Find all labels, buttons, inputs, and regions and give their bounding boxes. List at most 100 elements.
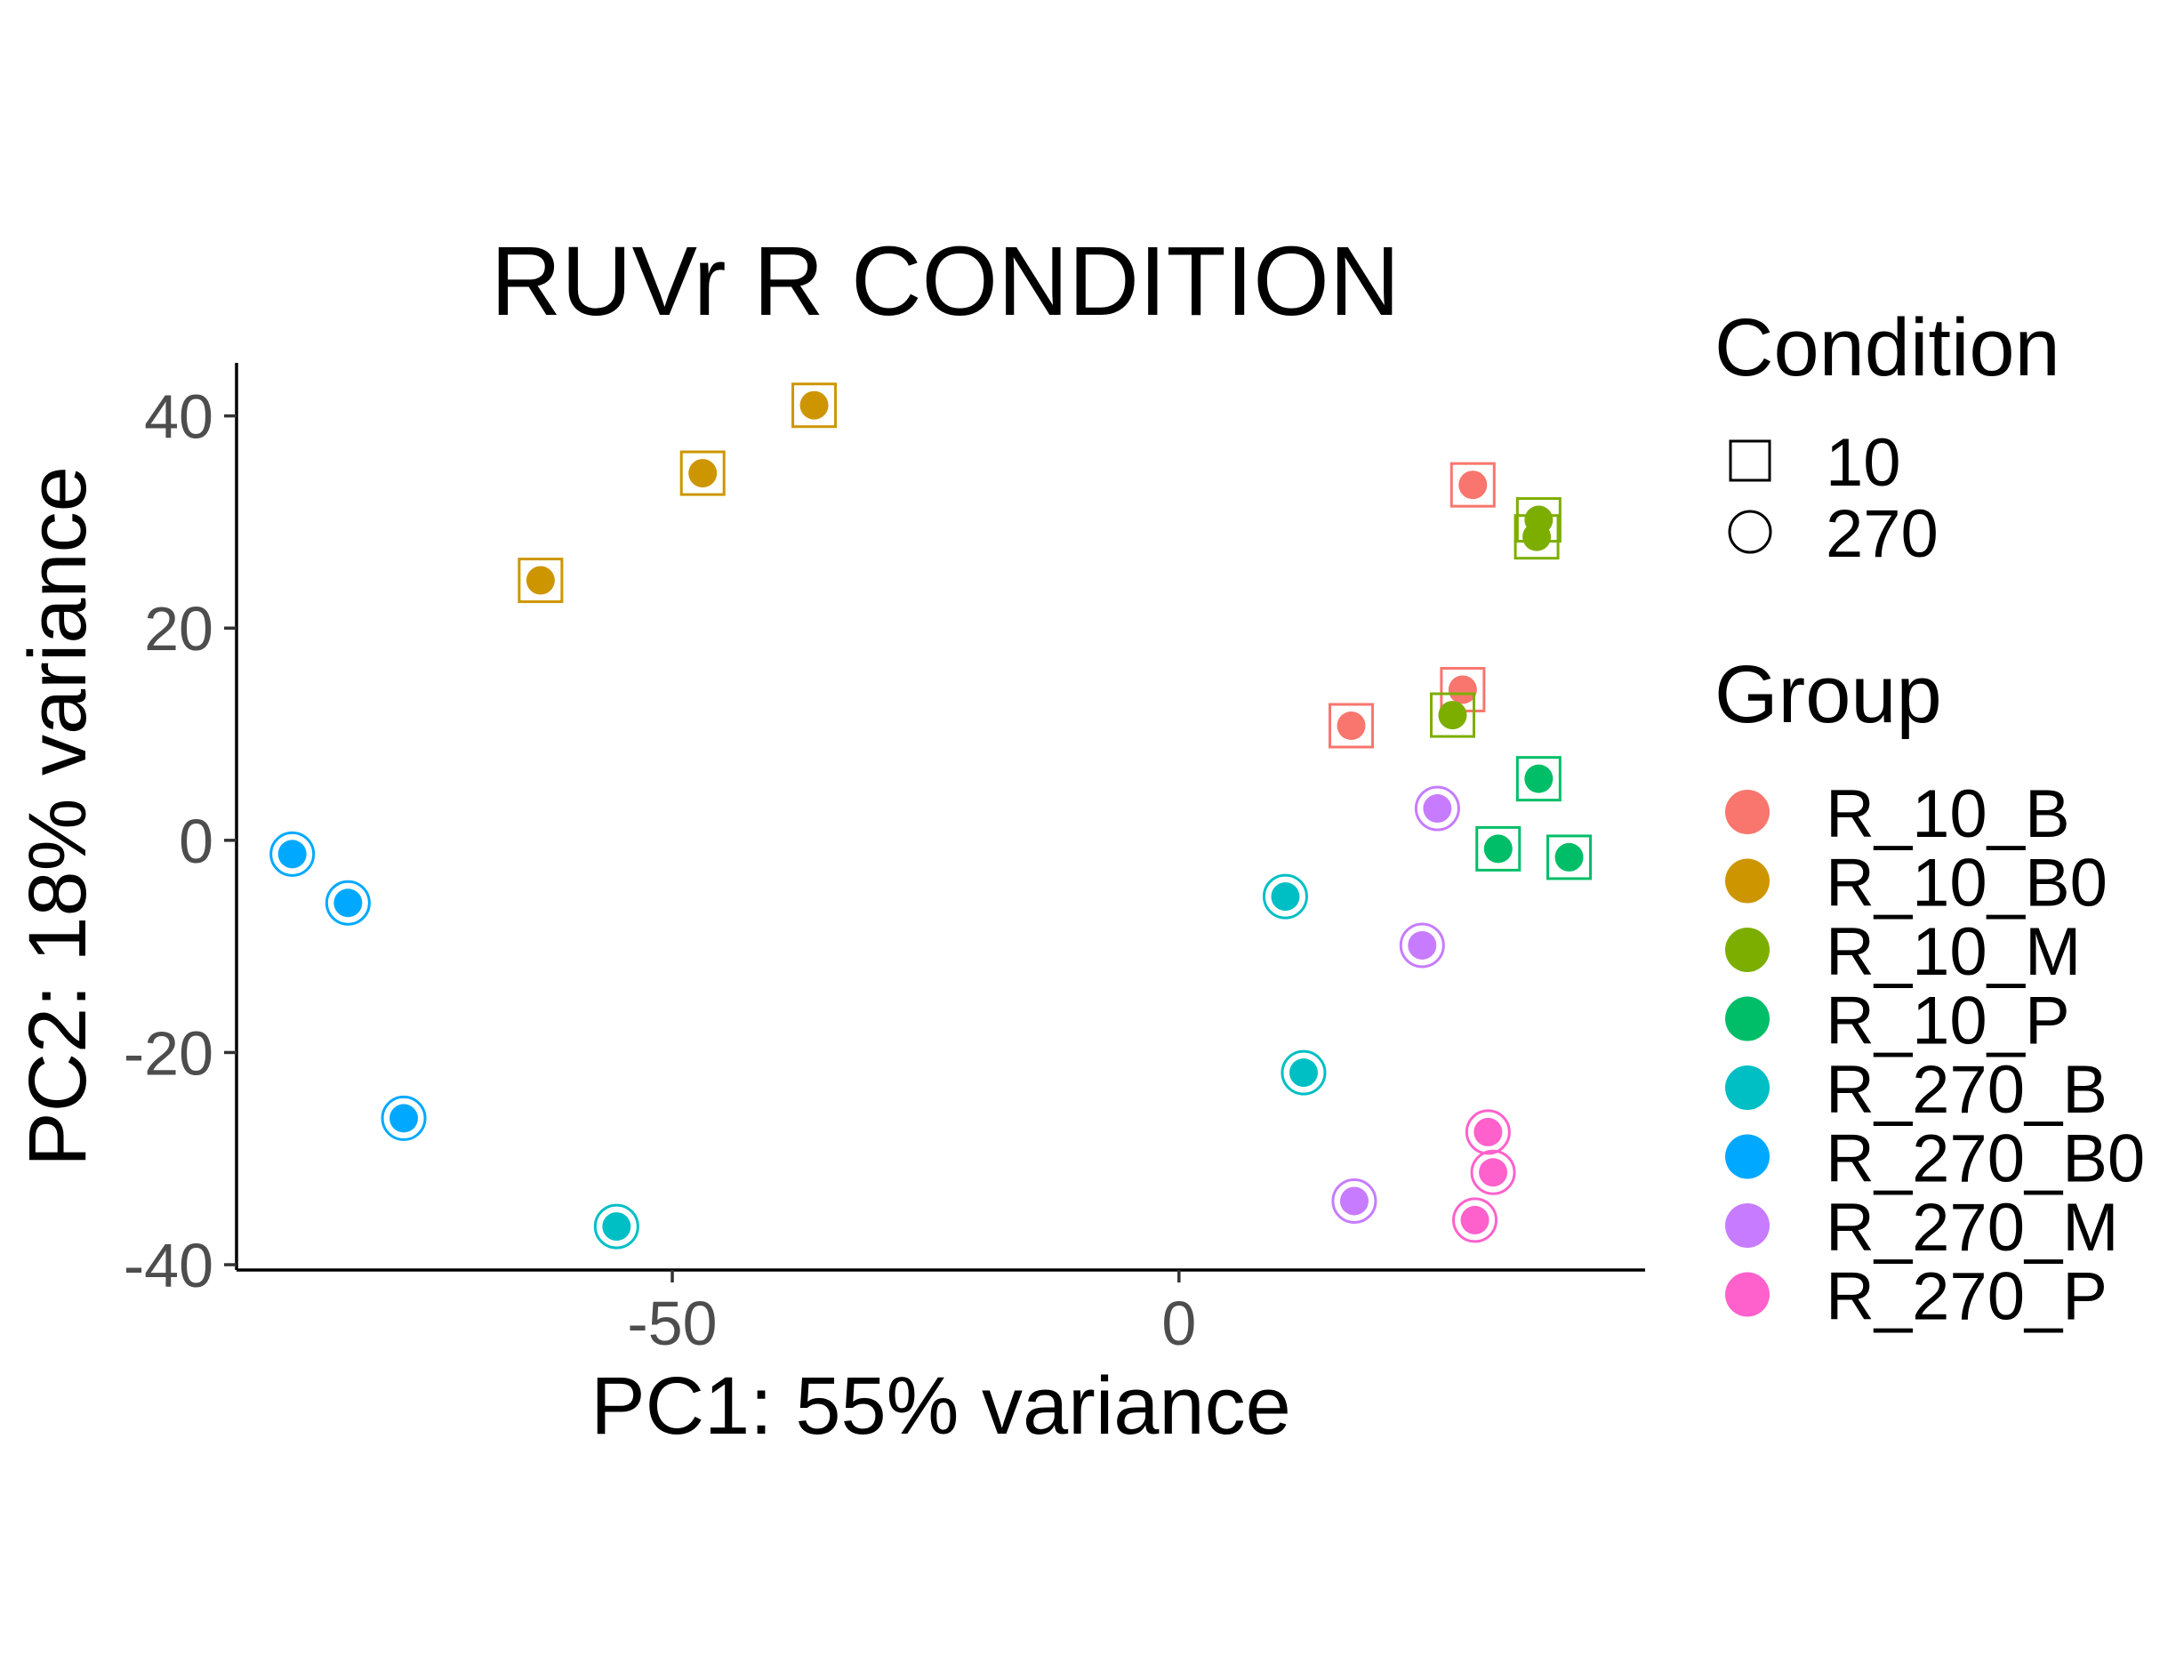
color-key-dot <box>1725 996 1770 1041</box>
data-point <box>1429 692 1475 738</box>
point-dot <box>1339 1186 1369 1216</box>
circle-marker <box>1465 1109 1511 1155</box>
series-r-10-p <box>1475 756 1593 880</box>
color-key-dot <box>1725 1134 1770 1179</box>
data-point <box>518 558 564 604</box>
y-tick-label: 20 <box>144 594 213 663</box>
data-point <box>1470 1149 1516 1195</box>
group-legend-label: R_10_B0 <box>1826 846 2108 921</box>
condition-legend-item: 270 <box>1728 496 1939 572</box>
condition-legend-title: Condition <box>1714 302 2060 393</box>
square-marker <box>1329 703 1375 749</box>
color-key-dot <box>1725 928 1770 972</box>
data-point <box>1331 1178 1377 1224</box>
series-r-270-p <box>1452 1109 1516 1243</box>
point-dot <box>1554 842 1584 872</box>
group-legend-label: R_270_B0 <box>1826 1121 2145 1197</box>
series-r-270-b0 <box>269 831 427 1141</box>
color-key-dot <box>1725 858 1770 904</box>
y-tick-label: 40 <box>144 382 213 452</box>
condition-legend-label: 270 <box>1826 496 1939 572</box>
color-key-dot <box>1725 1272 1770 1317</box>
point-dot <box>1522 522 1552 551</box>
group-legend-title: Group <box>1714 649 1942 740</box>
point-dot <box>389 1104 419 1133</box>
y-axis-label: PC2: 18% variance <box>12 466 103 1167</box>
circle-marker <box>1262 873 1308 920</box>
y-tick-label: -40 <box>124 1231 213 1300</box>
square-marker <box>518 558 564 604</box>
y-tick-label: 0 <box>179 807 213 876</box>
condition-legend-item: 10 <box>1729 425 1901 501</box>
data-point <box>1514 514 1560 560</box>
group-legend-label: R_270_M <box>1826 1190 2119 1266</box>
point-dot <box>1458 470 1488 500</box>
point-dot <box>1289 1058 1318 1088</box>
square-marker <box>1515 756 1562 802</box>
point-dot <box>1337 711 1366 740</box>
group-legend-item: R_10_B <box>1725 776 2070 852</box>
data-point <box>1262 873 1308 920</box>
square-marker <box>1429 692 1475 738</box>
data-point <box>269 831 316 877</box>
circle-marker <box>1452 1197 1498 1243</box>
data-point <box>1515 756 1562 802</box>
axis-ticks: -50 0 40 20 0 -20 -40 <box>124 382 1196 1358</box>
data-point <box>325 880 371 926</box>
point-dot <box>1438 701 1467 730</box>
point-dot <box>602 1212 631 1242</box>
group-legend-item: R_270_P <box>1725 1259 2108 1335</box>
group-legend-item: R_270_B <box>1725 1052 2108 1128</box>
square-marker <box>679 450 726 496</box>
circle-marker <box>1331 1178 1377 1224</box>
circle-marker <box>1281 1049 1327 1096</box>
x-axis-label: PC1: 55% variance <box>590 1361 1291 1451</box>
point-dot <box>333 888 363 918</box>
point-dot <box>1524 764 1554 793</box>
square-marker <box>1449 462 1496 508</box>
point-dot <box>1483 834 1513 864</box>
data-point <box>679 450 726 496</box>
square-marker <box>1514 514 1560 560</box>
x-tick-label: -50 <box>627 1289 717 1358</box>
point-dot <box>1479 1158 1508 1187</box>
point-dot <box>1408 930 1437 960</box>
point-dot <box>1448 675 1477 704</box>
group-legend-item: R_270_B0 <box>1725 1121 2145 1197</box>
x-tick-label: 0 <box>1161 1289 1196 1358</box>
point-dot <box>1460 1205 1489 1234</box>
circle-marker <box>325 880 371 926</box>
point-dot <box>1423 794 1452 824</box>
group-legend-label: R_270_P <box>1826 1259 2108 1335</box>
circle-marker <box>269 831 316 877</box>
chart-title: RUVr R CONDITION <box>491 227 1401 336</box>
circle-marker <box>381 1095 427 1141</box>
point-dot <box>799 390 829 420</box>
square-marker <box>1475 825 1522 872</box>
circle-marker <box>1399 922 1445 969</box>
square-marker <box>791 382 838 429</box>
group-legend-item: R_10_M <box>1725 914 2081 990</box>
data-point <box>1399 922 1445 969</box>
data-point <box>1465 1109 1511 1155</box>
group-legend-item: R_10_P <box>1725 984 2070 1059</box>
data-point <box>1329 703 1375 749</box>
data-point <box>1546 834 1593 880</box>
point-dot <box>526 566 555 595</box>
y-tick-label: -20 <box>124 1018 213 1088</box>
condition-legend-label: 10 <box>1826 425 1901 501</box>
point-dot <box>277 840 307 869</box>
square-key-icon <box>1729 439 1771 482</box>
series-r-10-b <box>1329 462 1496 749</box>
data-point <box>1449 462 1496 508</box>
data-point <box>1452 1197 1498 1243</box>
color-key-dot <box>1725 1065 1770 1110</box>
point-dot <box>1473 1117 1503 1146</box>
point-dot <box>688 459 718 488</box>
series-r-10-b0 <box>518 382 838 604</box>
group-legend-label: R_270_B <box>1826 1052 2108 1128</box>
data-point <box>1281 1049 1327 1096</box>
group-legend-label: R_10_P <box>1826 984 2070 1059</box>
circle-marker <box>1414 785 1460 832</box>
